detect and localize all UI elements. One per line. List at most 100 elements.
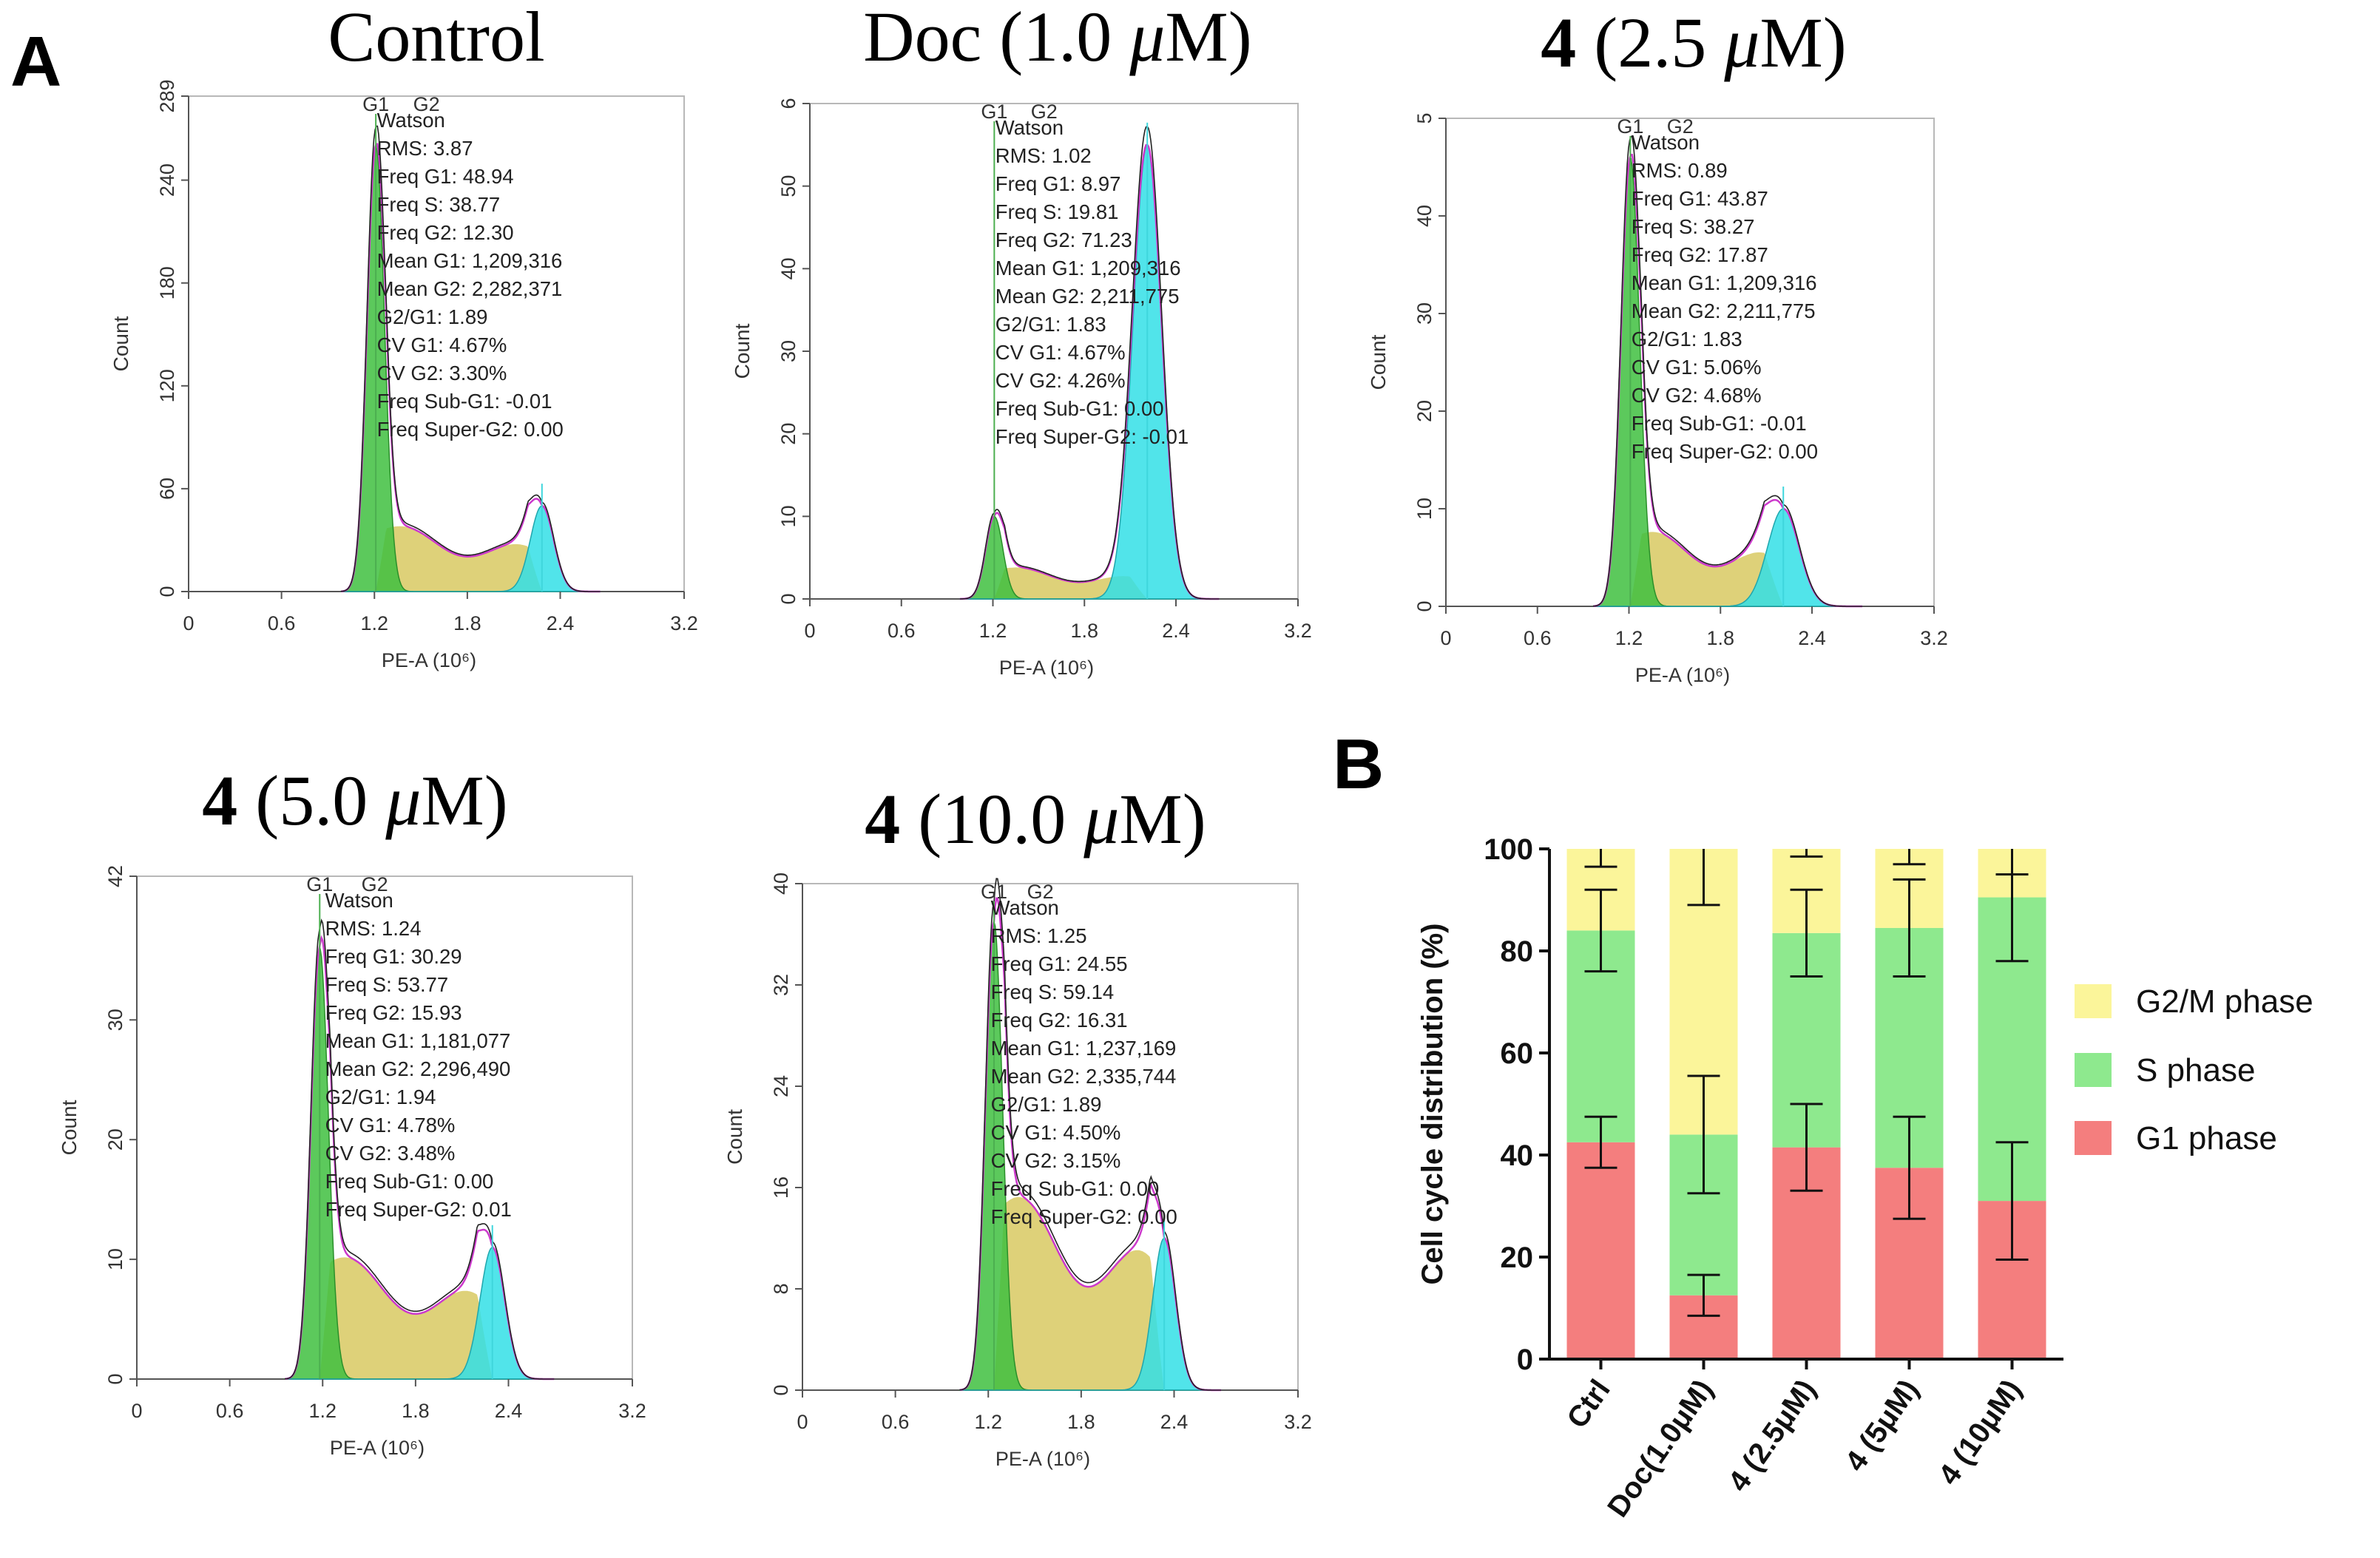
x-tick-label: 0.6 (882, 1411, 910, 1433)
x-tick-label: 0.6 (888, 620, 916, 642)
y-tick-label: 30 (777, 340, 799, 362)
x-tick-label: 2.4 (547, 612, 575, 634)
data-histogram-line (340, 125, 601, 592)
g2-peak-label: G2 (362, 873, 388, 895)
y-tick-label: 30 (1413, 302, 1436, 325)
x-tick-label: 3.2 (1284, 620, 1312, 642)
y-tick-label: 20 (777, 423, 799, 445)
y-tick-label: 10 (1413, 498, 1436, 520)
stats-line: Mean G1: 1,237,169 (991, 1037, 1177, 1060)
y-tick-label: 180 (156, 266, 178, 299)
legend-swatch (2075, 984, 2112, 1018)
title-part: M) (1119, 779, 1206, 858)
x-tick-label: 1.8 (1070, 620, 1098, 642)
title-part: Control (328, 0, 544, 76)
stats-line: RMS: 1.24 (325, 917, 422, 940)
stats-line: Freq Super-G2: 0.00 (377, 418, 564, 441)
x-tick-label: 3.2 (1920, 627, 1948, 649)
stats-line: Freq G2: 12.30 (377, 221, 514, 244)
x-tick-label: 3.2 (1284, 1411, 1312, 1433)
stats-line: G2/G1: 1.83 (1632, 328, 1742, 350)
y-tick-label: 16 (770, 1176, 792, 1199)
g2-peak-label: G2 (1667, 115, 1694, 138)
y-axis-label: Count (58, 1100, 81, 1155)
title-part: M) (1165, 0, 1251, 76)
g1-peak-label: G1 (362, 93, 389, 115)
x-tick-label: 0 (131, 1400, 142, 1422)
stats-line: Freq Sub-G1: 0.00 (991, 1177, 1160, 1200)
y-axis-label: Count (109, 316, 132, 371)
panel-title: 4 (10.0 μM) (865, 779, 1206, 858)
legend-swatch (2075, 1053, 2112, 1087)
title-part: (2.5 (1576, 3, 1724, 82)
data-histogram-line (959, 126, 1220, 600)
x-tick-label: 2.4 (495, 1400, 523, 1422)
stats-line: CV G2: 3.48% (325, 1142, 456, 1165)
x-tick-label: 0 (804, 620, 815, 642)
bar-segment-g1-phase (1566, 1142, 1635, 1359)
stats-line: Freq G2: 15.93 (325, 1001, 462, 1024)
stats-line: Freq G1: 30.29 (325, 945, 462, 968)
stats-line: Freq Super-G2: 0.01 (325, 1198, 512, 1221)
y-tick-label: 5 (1413, 112, 1436, 123)
y-tick-label: 0 (104, 1373, 126, 1384)
stats-line: Mean G2: 2,211,775 (1632, 299, 1816, 322)
x-tick-label: 2.4 (1160, 1411, 1189, 1433)
stats-line: Freq Sub-G1: 0.00 (325, 1170, 494, 1193)
legend-label: G1 phase (2136, 1120, 2277, 1156)
x-tick-label: 1.8 (453, 612, 481, 634)
y-tick-label: 20 (1501, 1242, 1534, 1274)
x-tick-label: 1.8 (402, 1400, 430, 1422)
stats-line: Watson (991, 896, 1059, 919)
x-tick-label: 1.8 (1706, 627, 1734, 649)
title-part: 4 (202, 761, 237, 840)
stats-line: CV G2: 4.26% (995, 369, 1126, 392)
stats-line: Mean G2: 2,296,490 (325, 1057, 511, 1080)
s-phase-area (959, 567, 1220, 599)
y-tick-label: 0 (777, 593, 799, 604)
stats-line: Freq G2: 16.31 (991, 1009, 1128, 1032)
x-tick-label: 1.2 (308, 1400, 337, 1422)
stats-line: Freq S: 38.27 (1632, 215, 1755, 238)
y-tick-label: 20 (104, 1128, 126, 1151)
stats-line: Freq S: 53.77 (325, 973, 449, 996)
g1-peak-label: G1 (981, 881, 1007, 903)
stats-line: Freq S: 59.14 (991, 980, 1115, 1003)
data-histogram-line (1592, 135, 1862, 607)
x-tick-label: 0 (797, 1411, 808, 1433)
y-tick-label: 0 (770, 1384, 792, 1395)
x-tick-label: 1.2 (360, 612, 388, 634)
stats-line: G2/G1: 1.89 (377, 305, 488, 328)
y-tick-label: 289 (156, 79, 178, 112)
y-tick-label: 10 (777, 505, 799, 527)
title-part: μ (1083, 779, 1119, 858)
category-label: 4 (10μM) (1933, 1374, 2028, 1491)
stats-line: CV G2: 3.30% (377, 362, 507, 385)
legend-swatch (2075, 1121, 2112, 1155)
panel-title: 4 (2.5 μM) (1541, 3, 1846, 82)
x-axis-label: PE-A (10⁶) (995, 1448, 1090, 1470)
legend-label: G2/M phase (2136, 983, 2313, 1020)
stats-line: Mean G1: 1,209,316 (377, 249, 563, 272)
stats-line: Freq G1: 24.55 (991, 952, 1128, 975)
panel-title: 4 (5.0 μM) (202, 761, 507, 840)
s-phase-area (1592, 532, 1862, 606)
title-part: M) (421, 761, 507, 840)
stats-line: CV G1: 4.50% (991, 1121, 1121, 1144)
y-tick-label: 24 (770, 1075, 792, 1097)
y-tick-label: 42 (104, 865, 126, 887)
stats-line: Freq G2: 17.87 (1632, 243, 1768, 266)
x-tick-label: 0 (183, 612, 194, 634)
title-part: 4 (1541, 3, 1576, 82)
g1-peak-label: G1 (1617, 115, 1643, 138)
y-tick-label: 50 (777, 175, 799, 197)
y-tick-label: 20 (1413, 400, 1436, 422)
y-tick-label: 0 (1413, 600, 1436, 612)
y-tick-label: 40 (1501, 1139, 1534, 1172)
title-part: μ (1723, 3, 1759, 82)
s-phase-area (285, 1257, 555, 1379)
stats-line: CV G1: 4.67% (377, 333, 507, 356)
y-tick-label: 100 (1484, 833, 1533, 866)
x-axis-label: PE-A (10⁶) (330, 1437, 425, 1459)
